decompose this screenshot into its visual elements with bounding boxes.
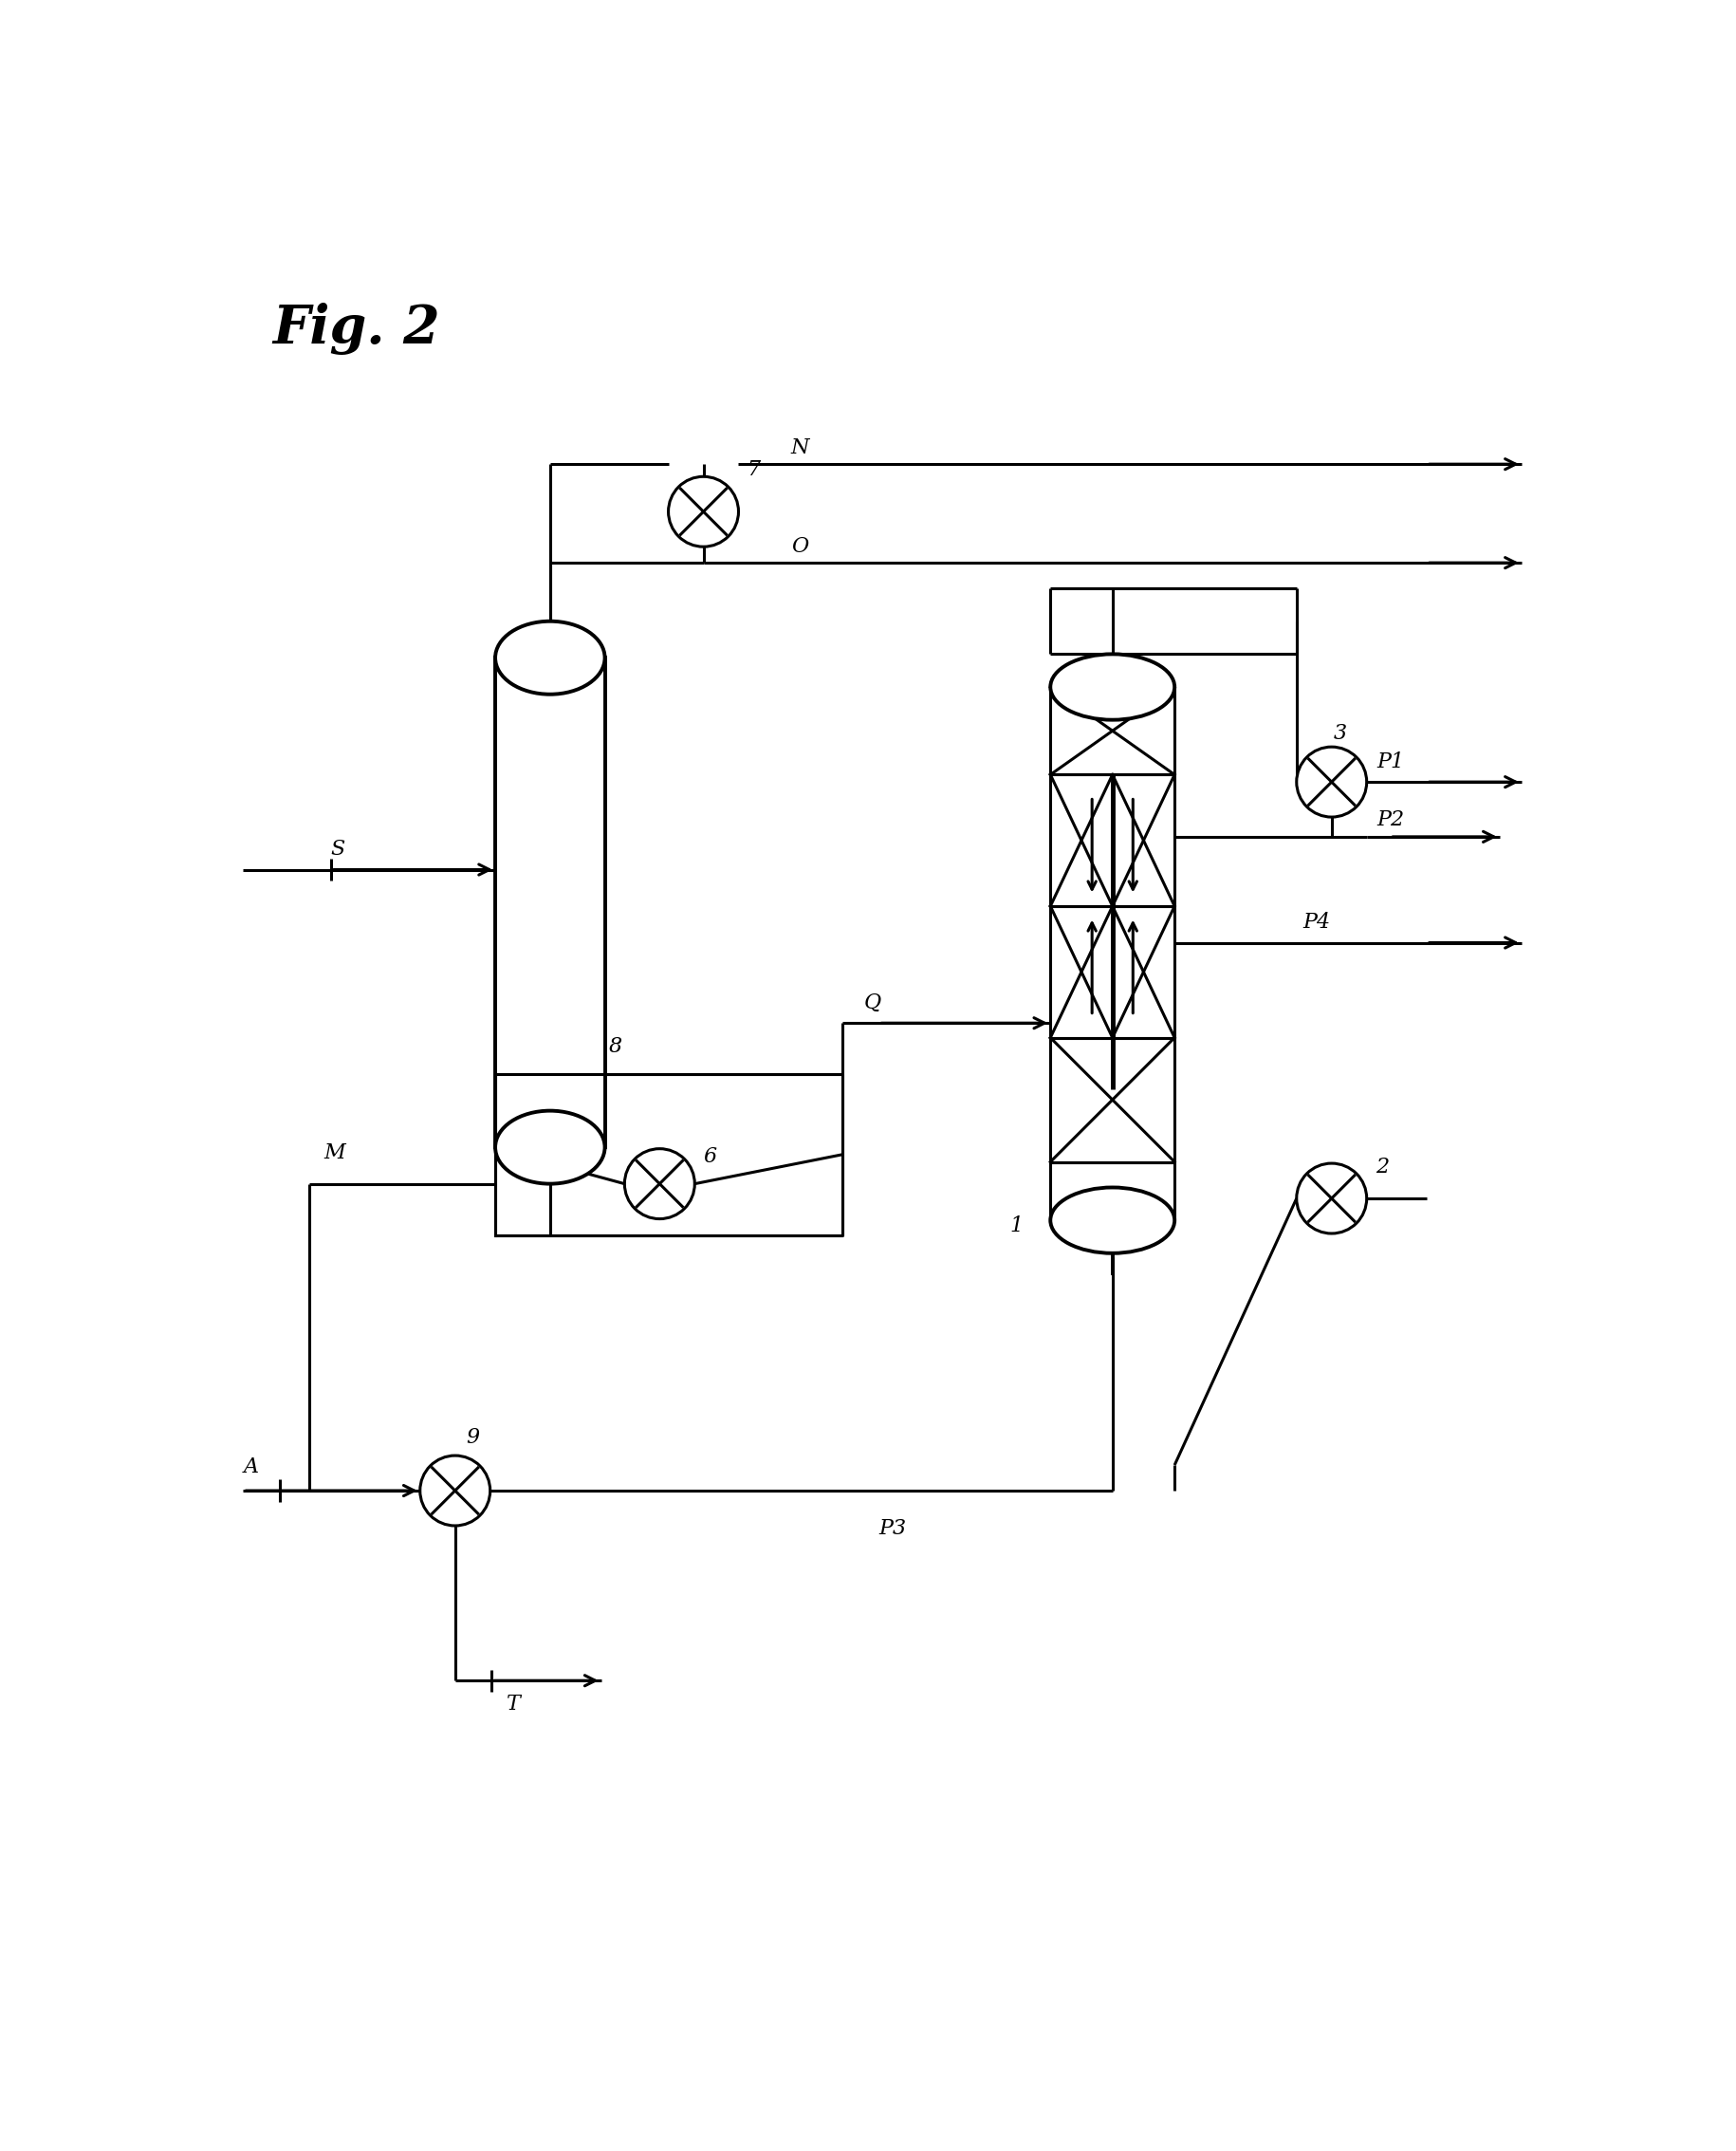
Bar	[1050, 1220, 1175, 1254]
Circle shape	[625, 1149, 694, 1220]
Ellipse shape	[495, 1110, 604, 1183]
Bar	[1050, 654, 1175, 686]
Text: O: O	[792, 536, 809, 557]
Text: 8: 8	[609, 1037, 621, 1056]
Text: A: A	[243, 1456, 259, 1478]
Text: P1: P1	[1377, 751, 1404, 772]
Text: 9: 9	[465, 1426, 479, 1448]
Text: 3: 3	[1333, 723, 1347, 744]
Bar	[495, 1146, 604, 1183]
Text: M: M	[323, 1142, 345, 1164]
Bar	[495, 622, 604, 658]
Text: Q: Q	[865, 992, 882, 1013]
Circle shape	[1297, 746, 1366, 817]
Ellipse shape	[495, 622, 604, 695]
Text: 6: 6	[703, 1146, 717, 1166]
Text: 2: 2	[1375, 1157, 1389, 1177]
Text: P4: P4	[1302, 912, 1330, 934]
Text: N: N	[792, 437, 809, 458]
Text: 7: 7	[746, 458, 760, 480]
Text: P2: P2	[1377, 809, 1404, 830]
Circle shape	[420, 1456, 490, 1525]
Circle shape	[1297, 1164, 1366, 1233]
Ellipse shape	[1050, 654, 1175, 721]
Text: 1: 1	[1010, 1215, 1024, 1237]
Ellipse shape	[1050, 1187, 1175, 1254]
Circle shape	[668, 478, 738, 546]
Bar	[495, 658, 604, 1146]
Text: S: S	[332, 839, 345, 860]
Text: Fig. 2: Fig. 2	[273, 303, 439, 355]
Text: T: T	[507, 1693, 521, 1714]
Text: P3: P3	[878, 1519, 906, 1540]
